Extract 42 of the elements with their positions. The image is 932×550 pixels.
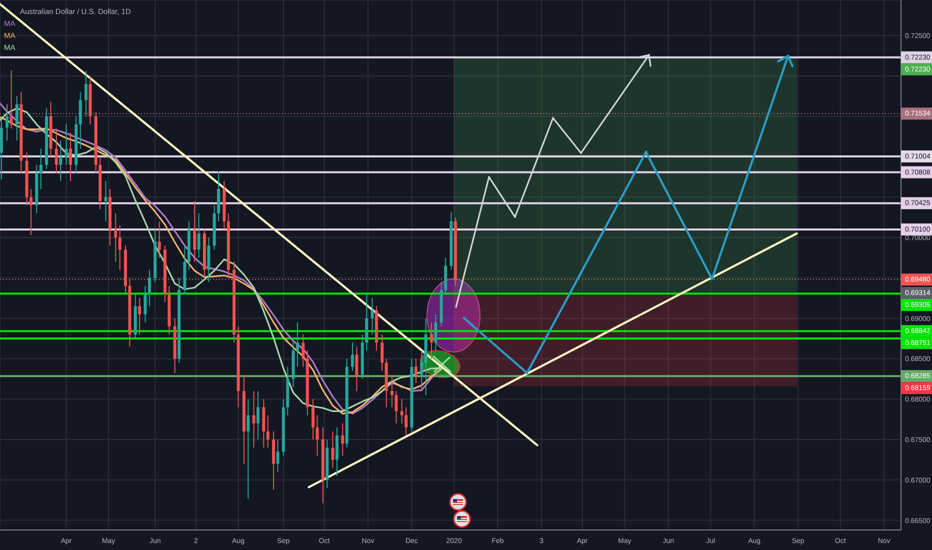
candlestick — [246, 398, 250, 499]
candlestick — [404, 406, 408, 436]
candlestick — [114, 212, 118, 262]
candlestick — [148, 269, 151, 307]
candlestick — [414, 358, 418, 384]
candlestick — [316, 414, 319, 456]
candlestick — [355, 346, 358, 392]
candlestick — [6, 104, 9, 142]
candlestick — [256, 390, 260, 440]
candlestick — [138, 298, 142, 335]
candlestick — [64, 124, 68, 166]
candlestick — [144, 286, 147, 323]
candlestick — [266, 414, 270, 448]
candlestick — [104, 180, 108, 222]
candlestick — [158, 220, 161, 258]
candlestick — [193, 200, 196, 262]
candlestick — [370, 298, 374, 335]
candlestick — [54, 128, 58, 174]
candlestick — [296, 322, 300, 368]
candlestick — [302, 334, 305, 368]
candlestick — [39, 148, 42, 190]
candlestick — [394, 390, 398, 424]
candlestick — [15, 96, 18, 142]
candlestick — [69, 132, 72, 182]
candlestick — [312, 398, 315, 440]
candlestick — [118, 224, 122, 270]
candlestick — [430, 322, 433, 360]
candlestick — [420, 350, 424, 392]
candlestick — [10, 70, 13, 129]
candlestick — [380, 334, 384, 372]
candlestick — [400, 398, 404, 424]
candlestick — [331, 430, 334, 468]
candlestick — [390, 374, 394, 408]
candlestick — [30, 188, 33, 236]
candlestick — [197, 212, 200, 258]
candlestick — [252, 390, 256, 448]
candlestick — [341, 422, 344, 456]
candlestick — [351, 342, 354, 372]
candlestick — [434, 314, 438, 352]
candlestick — [276, 439, 280, 472]
candlestick — [59, 140, 62, 182]
candlestick — [84, 70, 88, 117]
